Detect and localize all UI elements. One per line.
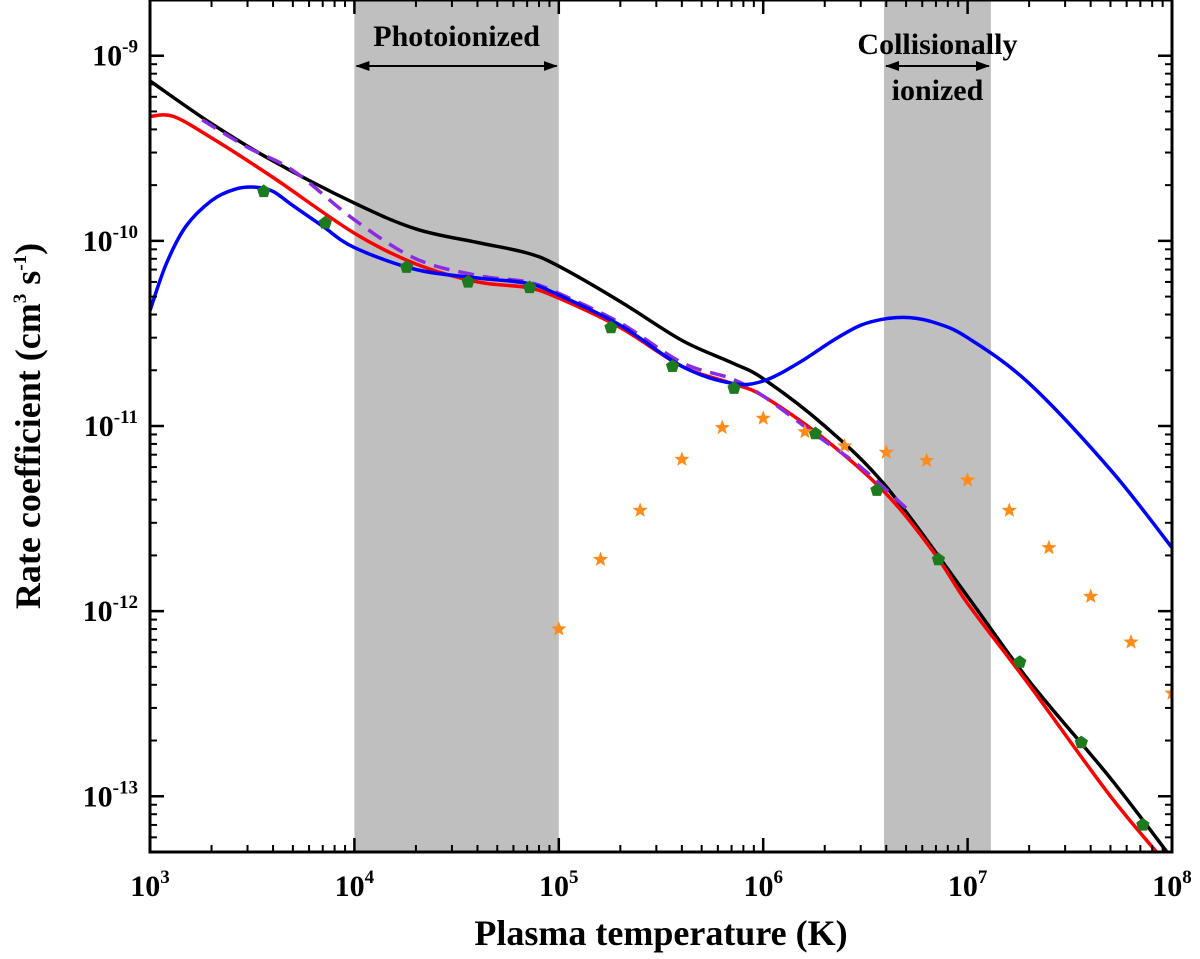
- x-tick-label: 103: [130, 867, 170, 903]
- ionized-label: ionized: [892, 74, 984, 107]
- y-tick-label: 10-13: [83, 777, 138, 813]
- orange-stars-point: [1001, 502, 1017, 517]
- orange-stars-point: [1083, 588, 1099, 603]
- orange-stars-point: [674, 451, 690, 466]
- green-pentagons-point: [727, 381, 741, 394]
- x-tick-label: 105: [539, 867, 579, 903]
- green-pentagons-point: [870, 483, 884, 496]
- shaded-region-0: [354, 0, 559, 852]
- orange-stars-point: [919, 452, 935, 468]
- green-pentagons-point: [931, 552, 946, 566]
- x-tick-label: 106: [743, 867, 783, 903]
- green-pentagons-point: [665, 359, 680, 372]
- orange-stars-point: [755, 410, 771, 425]
- orange-stars-point: [714, 419, 730, 435]
- green-pentagons-point: [1074, 735, 1088, 749]
- x-tick-label: 104: [335, 867, 375, 903]
- orange-stars-point: [551, 621, 567, 636]
- green-pentagons-point: [523, 280, 537, 294]
- shaded-region-1: [884, 0, 991, 852]
- markers-layer: [257, 184, 1172, 831]
- y-tick-label: 10-11: [84, 407, 138, 443]
- green-pentagons-point: [399, 260, 414, 273]
- green-pentagons-point: [1136, 817, 1150, 831]
- orange-stars-point: [1041, 539, 1057, 555]
- black-line: [150, 79, 1170, 852]
- orange-stars-point: [1164, 685, 1172, 700]
- blue-line: [150, 185, 1172, 549]
- orange-stars-point: [836, 438, 853, 453]
- green-pentagons-point: [318, 215, 332, 229]
- y-tick-label: 10-12: [83, 592, 138, 628]
- shaded-regions: [354, 0, 991, 852]
- orange-stars-point: [1123, 634, 1139, 649]
- red-line: [150, 113, 1159, 852]
- series-layer: [150, 79, 1172, 852]
- x-axis-ticks: 103 104 105 106 107 108: [130, 0, 1192, 903]
- orange-stars-point: [632, 502, 648, 517]
- y-tick-label: 10-10: [83, 222, 138, 258]
- plot-frame: [148, 0, 1174, 854]
- green-pentagons-point: [1013, 655, 1027, 668]
- photoionized-label: Photoionized: [373, 20, 540, 53]
- x-tick-label: 107: [948, 867, 988, 903]
- y-tick-label: 10-9: [92, 37, 138, 73]
- orange-stars-point: [960, 472, 976, 487]
- orange-stars-point: [878, 444, 894, 459]
- orange-stars-point: [592, 551, 609, 566]
- collisionally-label: Collisionally: [857, 28, 1017, 61]
- green-pentagons-point: [257, 184, 271, 198]
- green-pentagons-point: [461, 274, 475, 288]
- region-annotations: Photoionized Collisionally ionized: [355, 20, 1017, 107]
- x-axis-title: Plasma temperature (K): [474, 913, 847, 953]
- x-tick-label: 108: [1152, 867, 1192, 903]
- y-axis-ticks: 10-13 10-12 10-11 10-10 10-9: [83, 0, 1172, 853]
- y-axis-title: Rate coefficient (cm3 s-1): [8, 243, 48, 609]
- orange-stars-point: [797, 423, 813, 439]
- green-pentagons-point: [604, 320, 618, 334]
